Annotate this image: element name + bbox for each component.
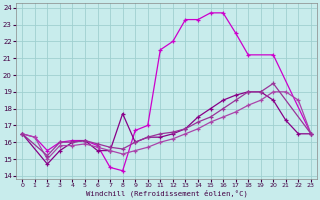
X-axis label: Windchill (Refroidissement éolien,°C): Windchill (Refroidissement éolien,°C)	[86, 190, 248, 197]
